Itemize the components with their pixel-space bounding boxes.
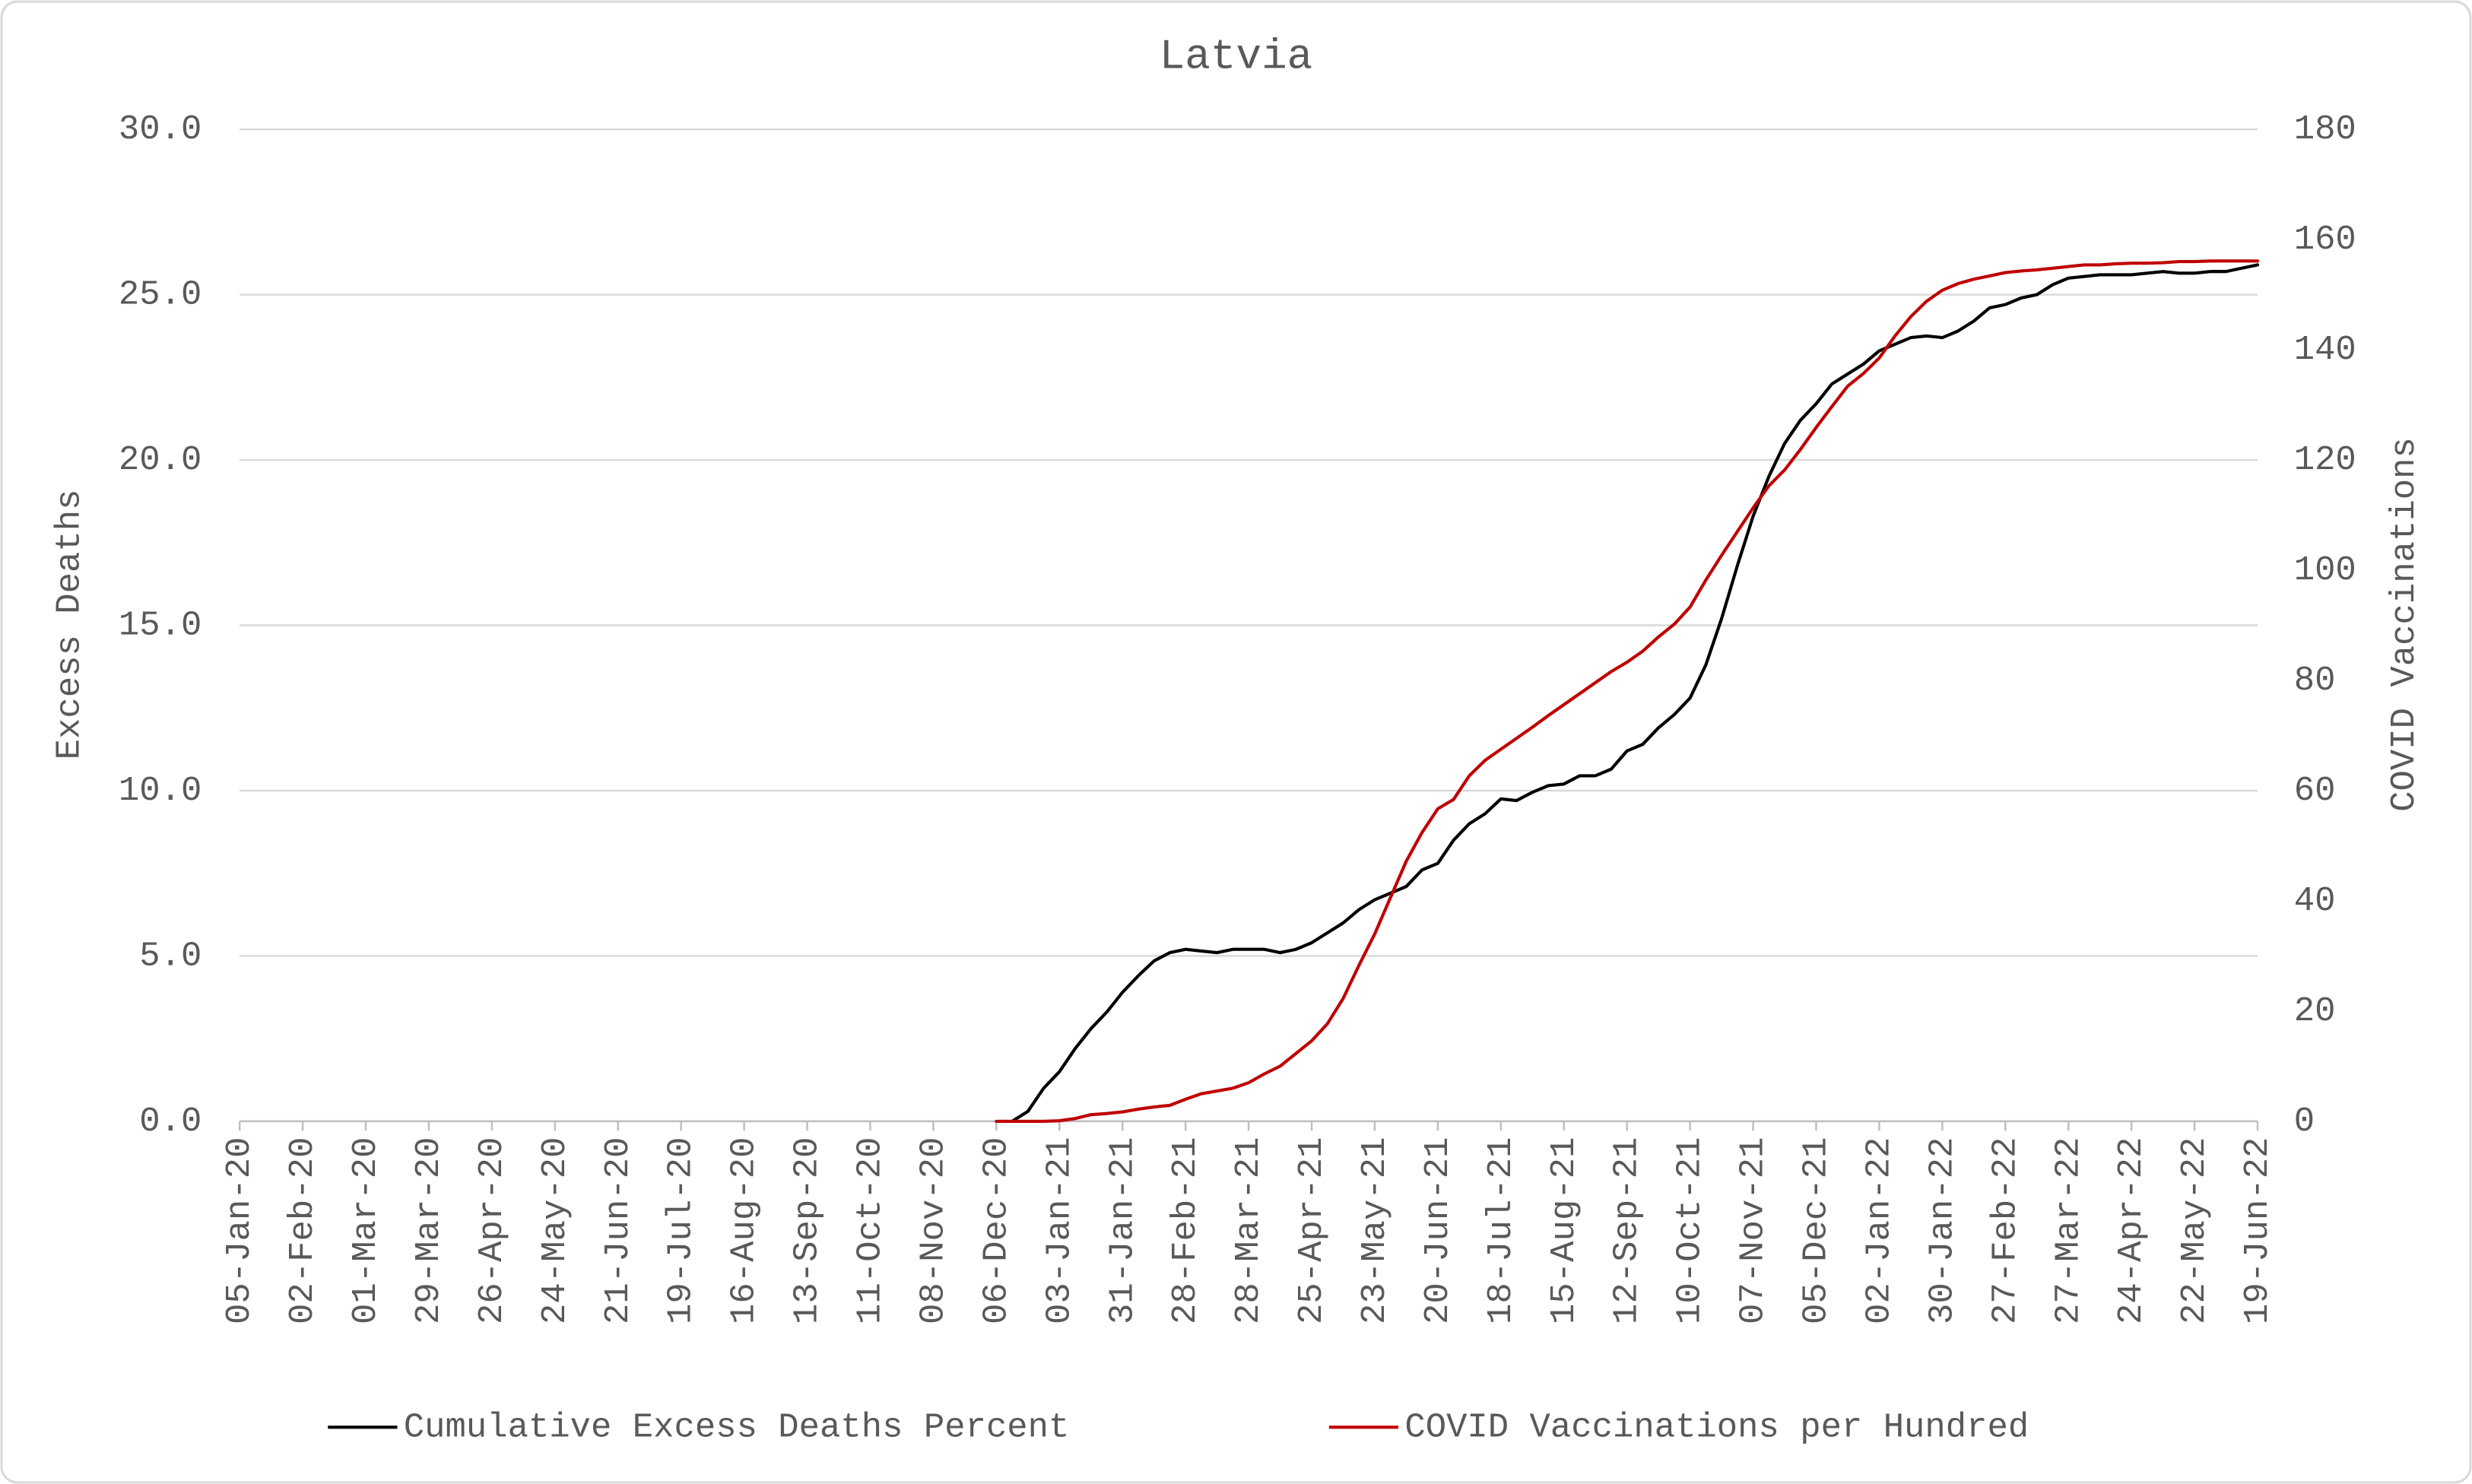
y-tick-label: 10.0 [119, 771, 202, 810]
x-tick-label: 28-Mar-21 [1229, 1137, 1268, 1324]
x-tick-label: 12-Sep-21 [1607, 1137, 1647, 1324]
x-tick-label: 08-Nov-20 [913, 1137, 953, 1324]
chart-title: Latvia [1160, 32, 1313, 81]
x-tick-label: 05-Jan-20 [220, 1137, 259, 1324]
x-tick-label: 24-May-20 [535, 1137, 575, 1324]
x-tick-label: 05-Dec-21 [1797, 1137, 1836, 1324]
legend-label: COVID Vaccinations per Hundred [1404, 1407, 2029, 1447]
y-axis-title: Excess Deaths [49, 490, 89, 760]
x-tick-label: 11-Oct-20 [851, 1137, 890, 1324]
x-tick-label: 01-Mar-20 [346, 1137, 386, 1324]
x-tick-label: 29-Mar-20 [409, 1137, 449, 1324]
x-tick-label: 22-May-22 [2175, 1137, 2214, 1324]
x-tick-label: 28-Feb-21 [1166, 1137, 1205, 1324]
x-tick-label: 15-Aug-21 [1544, 1137, 1584, 1324]
x-tick-label: 24-Apr-22 [2112, 1137, 2151, 1324]
series-line [1011, 263, 2260, 1123]
x-tick-label: 16-Aug-20 [725, 1137, 764, 1324]
x-tick-label: 02-Feb-20 [283, 1137, 322, 1324]
y-tick-label: 5.0 [139, 936, 202, 975]
x-tick-label: 27-Feb-22 [1985, 1137, 2025, 1324]
x-tick-label: 27-Mar-22 [2048, 1137, 2088, 1324]
x-tick-label: 25-Apr-21 [1292, 1137, 1331, 1324]
y-tick-label: 25.0 [119, 275, 202, 315]
y2-tick-label: 140 [2294, 330, 2356, 369]
y2-tick-label: 60 [2294, 771, 2336, 810]
x-tick-label: 19-Jul-20 [662, 1137, 701, 1324]
y-tick-label: 15.0 [119, 606, 202, 645]
x-tick-label: 26-Apr-20 [472, 1137, 512, 1324]
x-tick-label: 30-Jan-22 [1922, 1137, 1962, 1324]
y-tick-label: 30.0 [119, 109, 202, 149]
x-tick-label: 03-Jan-21 [1039, 1137, 1079, 1324]
series-line [995, 259, 2260, 1123]
x-tick-label: 31-Jan-21 [1103, 1137, 1142, 1324]
x-tick-label: 02-Jan-22 [1859, 1137, 1899, 1324]
y2-tick-label: 160 [2294, 220, 2356, 259]
y2-axis-title: COVID Vaccinations [2385, 437, 2424, 812]
x-tick-label: 20-Jun-21 [1418, 1137, 1458, 1324]
x-tick-label: 06-Dec-20 [976, 1137, 1016, 1324]
x-tick-label: 21-Jun-20 [598, 1137, 638, 1324]
y2-tick-label: 100 [2294, 550, 2356, 590]
x-tick-label: 07-Nov-21 [1734, 1137, 1773, 1324]
y2-tick-label: 80 [2294, 661, 2336, 700]
y-tick-label: 0.0 [139, 1102, 202, 1141]
y2-tick-label: 120 [2294, 440, 2356, 480]
y2-tick-label: 40 [2294, 881, 2336, 921]
x-tick-label: 18-Jul-21 [1481, 1137, 1521, 1324]
y2-tick-label: 0 [2294, 1102, 2315, 1141]
legend-label: Cumulative Excess Deaths Percent [404, 1407, 1070, 1447]
x-tick-label: 23-May-21 [1355, 1137, 1395, 1324]
y-tick-label: 20.0 [119, 440, 202, 480]
x-tick-label: 10-Oct-21 [1671, 1137, 1710, 1324]
y2-tick-label: 180 [2294, 109, 2356, 149]
y2-tick-label: 20 [2294, 991, 2336, 1031]
x-tick-label: 13-Sep-20 [788, 1137, 827, 1324]
x-tick-label: 19-Jun-22 [2238, 1137, 2277, 1324]
